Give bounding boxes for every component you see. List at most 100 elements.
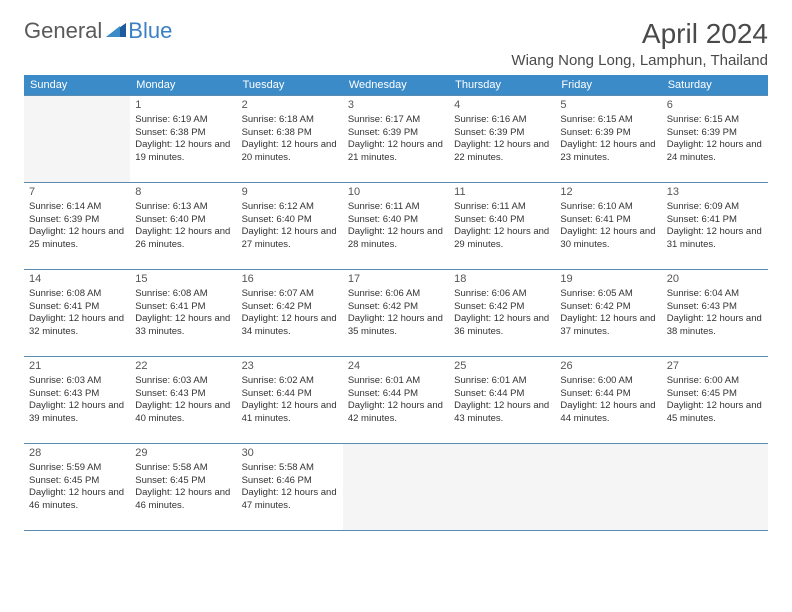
day-cell: 14Sunrise: 6:08 AMSunset: 6:41 PMDayligh… xyxy=(24,270,130,356)
daylight-text: Daylight: 12 hours and 29 minutes. xyxy=(454,226,550,252)
sunrise-text: Sunrise: 6:08 AM xyxy=(135,288,231,301)
sunrise-text: Sunrise: 6:00 AM xyxy=(667,375,763,388)
sunrise-text: Sunrise: 6:00 AM xyxy=(560,375,656,388)
sunset-text: Sunset: 6:40 PM xyxy=(135,214,231,227)
daylight-text: Daylight: 12 hours and 27 minutes. xyxy=(242,226,338,252)
day-number: 25 xyxy=(454,359,550,374)
sunset-text: Sunset: 6:42 PM xyxy=(242,301,338,314)
daylight-text: Daylight: 12 hours and 22 minutes. xyxy=(454,139,550,165)
logo: General Blue xyxy=(24,18,172,44)
sunrise-text: Sunrise: 6:12 AM xyxy=(242,201,338,214)
sunrise-text: Sunrise: 6:06 AM xyxy=(348,288,444,301)
day-cell: 26Sunrise: 6:00 AMSunset: 6:44 PMDayligh… xyxy=(555,357,661,443)
daylight-text: Daylight: 12 hours and 47 minutes. xyxy=(242,487,338,513)
day-cell: 29Sunrise: 5:58 AMSunset: 6:45 PMDayligh… xyxy=(130,444,236,530)
daylight-text: Daylight: 12 hours and 20 minutes. xyxy=(242,139,338,165)
day-cell: 27Sunrise: 6:00 AMSunset: 6:45 PMDayligh… xyxy=(662,357,768,443)
sunrise-text: Sunrise: 6:01 AM xyxy=(348,375,444,388)
day-number: 1 xyxy=(135,98,231,113)
sunrise-text: Sunrise: 5:58 AM xyxy=(242,462,338,475)
week-row: 7Sunrise: 6:14 AMSunset: 6:39 PMDaylight… xyxy=(24,182,768,269)
day-number: 24 xyxy=(348,359,444,374)
sunrise-text: Sunrise: 6:17 AM xyxy=(348,114,444,127)
day-cell: 2Sunrise: 6:18 AMSunset: 6:38 PMDaylight… xyxy=(237,96,343,182)
day-number: 12 xyxy=(560,185,656,200)
daylight-text: Daylight: 12 hours and 30 minutes. xyxy=(560,226,656,252)
sunrise-text: Sunrise: 6:04 AM xyxy=(667,288,763,301)
day-number: 14 xyxy=(29,272,125,287)
daylight-text: Daylight: 12 hours and 45 minutes. xyxy=(667,400,763,426)
day-number: 17 xyxy=(348,272,444,287)
day-number: 30 xyxy=(242,446,338,461)
daylight-text: Daylight: 12 hours and 21 minutes. xyxy=(348,139,444,165)
weekday-header: Thursday xyxy=(449,75,555,95)
daylight-text: Daylight: 12 hours and 46 minutes. xyxy=(29,487,125,513)
sunset-text: Sunset: 6:39 PM xyxy=(560,127,656,140)
sunrise-text: Sunrise: 6:02 AM xyxy=(242,375,338,388)
day-cell xyxy=(662,444,768,530)
day-number: 11 xyxy=(454,185,550,200)
day-number: 26 xyxy=(560,359,656,374)
sunset-text: Sunset: 6:39 PM xyxy=(454,127,550,140)
day-cell: 15Sunrise: 6:08 AMSunset: 6:41 PMDayligh… xyxy=(130,270,236,356)
day-cell: 1Sunrise: 6:19 AMSunset: 6:38 PMDaylight… xyxy=(130,96,236,182)
day-number: 28 xyxy=(29,446,125,461)
sunrise-text: Sunrise: 6:06 AM xyxy=(454,288,550,301)
calendar: SundayMondayTuesdayWednesdayThursdayFrid… xyxy=(24,75,768,531)
sunrise-text: Sunrise: 6:03 AM xyxy=(135,375,231,388)
sunset-text: Sunset: 6:40 PM xyxy=(348,214,444,227)
day-number: 7 xyxy=(29,185,125,200)
sunset-text: Sunset: 6:46 PM xyxy=(242,475,338,488)
daylight-text: Daylight: 12 hours and 33 minutes. xyxy=(135,313,231,339)
daylight-text: Daylight: 12 hours and 25 minutes. xyxy=(29,226,125,252)
weeks-container: 1Sunrise: 6:19 AMSunset: 6:38 PMDaylight… xyxy=(24,95,768,531)
sunset-text: Sunset: 6:39 PM xyxy=(348,127,444,140)
day-number: 2 xyxy=(242,98,338,113)
daylight-text: Daylight: 12 hours and 41 minutes. xyxy=(242,400,338,426)
day-cell: 8Sunrise: 6:13 AMSunset: 6:40 PMDaylight… xyxy=(130,183,236,269)
daylight-text: Daylight: 12 hours and 37 minutes. xyxy=(560,313,656,339)
sunset-text: Sunset: 6:42 PM xyxy=(454,301,550,314)
day-cell: 13Sunrise: 6:09 AMSunset: 6:41 PMDayligh… xyxy=(662,183,768,269)
sunset-text: Sunset: 6:44 PM xyxy=(242,388,338,401)
day-number: 19 xyxy=(560,272,656,287)
day-cell: 11Sunrise: 6:11 AMSunset: 6:40 PMDayligh… xyxy=(449,183,555,269)
sunset-text: Sunset: 6:44 PM xyxy=(348,388,444,401)
sunrise-text: Sunrise: 5:59 AM xyxy=(29,462,125,475)
sunset-text: Sunset: 6:39 PM xyxy=(667,127,763,140)
weekday-header: Wednesday xyxy=(343,75,449,95)
day-number: 4 xyxy=(454,98,550,113)
daylight-text: Daylight: 12 hours and 44 minutes. xyxy=(560,400,656,426)
day-cell: 19Sunrise: 6:05 AMSunset: 6:42 PMDayligh… xyxy=(555,270,661,356)
day-cell: 3Sunrise: 6:17 AMSunset: 6:39 PMDaylight… xyxy=(343,96,449,182)
sunset-text: Sunset: 6:45 PM xyxy=(135,475,231,488)
sunrise-text: Sunrise: 6:15 AM xyxy=(667,114,763,127)
day-cell: 16Sunrise: 6:07 AMSunset: 6:42 PMDayligh… xyxy=(237,270,343,356)
title-block: April 2024 Wiang Nong Long, Lamphun, Tha… xyxy=(511,18,768,69)
daylight-text: Daylight: 12 hours and 32 minutes. xyxy=(29,313,125,339)
sunset-text: Sunset: 6:38 PM xyxy=(135,127,231,140)
sunrise-text: Sunrise: 6:05 AM xyxy=(560,288,656,301)
weekday-header: Sunday xyxy=(24,75,130,95)
sunrise-text: Sunrise: 5:58 AM xyxy=(135,462,231,475)
sunrise-text: Sunrise: 6:01 AM xyxy=(454,375,550,388)
day-cell: 17Sunrise: 6:06 AMSunset: 6:42 PMDayligh… xyxy=(343,270,449,356)
sunset-text: Sunset: 6:43 PM xyxy=(667,301,763,314)
sunrise-text: Sunrise: 6:13 AM xyxy=(135,201,231,214)
day-cell: 21Sunrise: 6:03 AMSunset: 6:43 PMDayligh… xyxy=(24,357,130,443)
day-cell: 20Sunrise: 6:04 AMSunset: 6:43 PMDayligh… xyxy=(662,270,768,356)
sunset-text: Sunset: 6:44 PM xyxy=(560,388,656,401)
daylight-text: Daylight: 12 hours and 34 minutes. xyxy=(242,313,338,339)
sunrise-text: Sunrise: 6:11 AM xyxy=(348,201,444,214)
day-number: 27 xyxy=(667,359,763,374)
weekday-header: Monday xyxy=(130,75,236,95)
day-number: 18 xyxy=(454,272,550,287)
day-number: 23 xyxy=(242,359,338,374)
week-row: 21Sunrise: 6:03 AMSunset: 6:43 PMDayligh… xyxy=(24,356,768,443)
daylight-text: Daylight: 12 hours and 19 minutes. xyxy=(135,139,231,165)
daylight-text: Daylight: 12 hours and 26 minutes. xyxy=(135,226,231,252)
sunset-text: Sunset: 6:41 PM xyxy=(29,301,125,314)
sunrise-text: Sunrise: 6:07 AM xyxy=(242,288,338,301)
day-cell: 6Sunrise: 6:15 AMSunset: 6:39 PMDaylight… xyxy=(662,96,768,182)
week-row: 1Sunrise: 6:19 AMSunset: 6:38 PMDaylight… xyxy=(24,95,768,182)
